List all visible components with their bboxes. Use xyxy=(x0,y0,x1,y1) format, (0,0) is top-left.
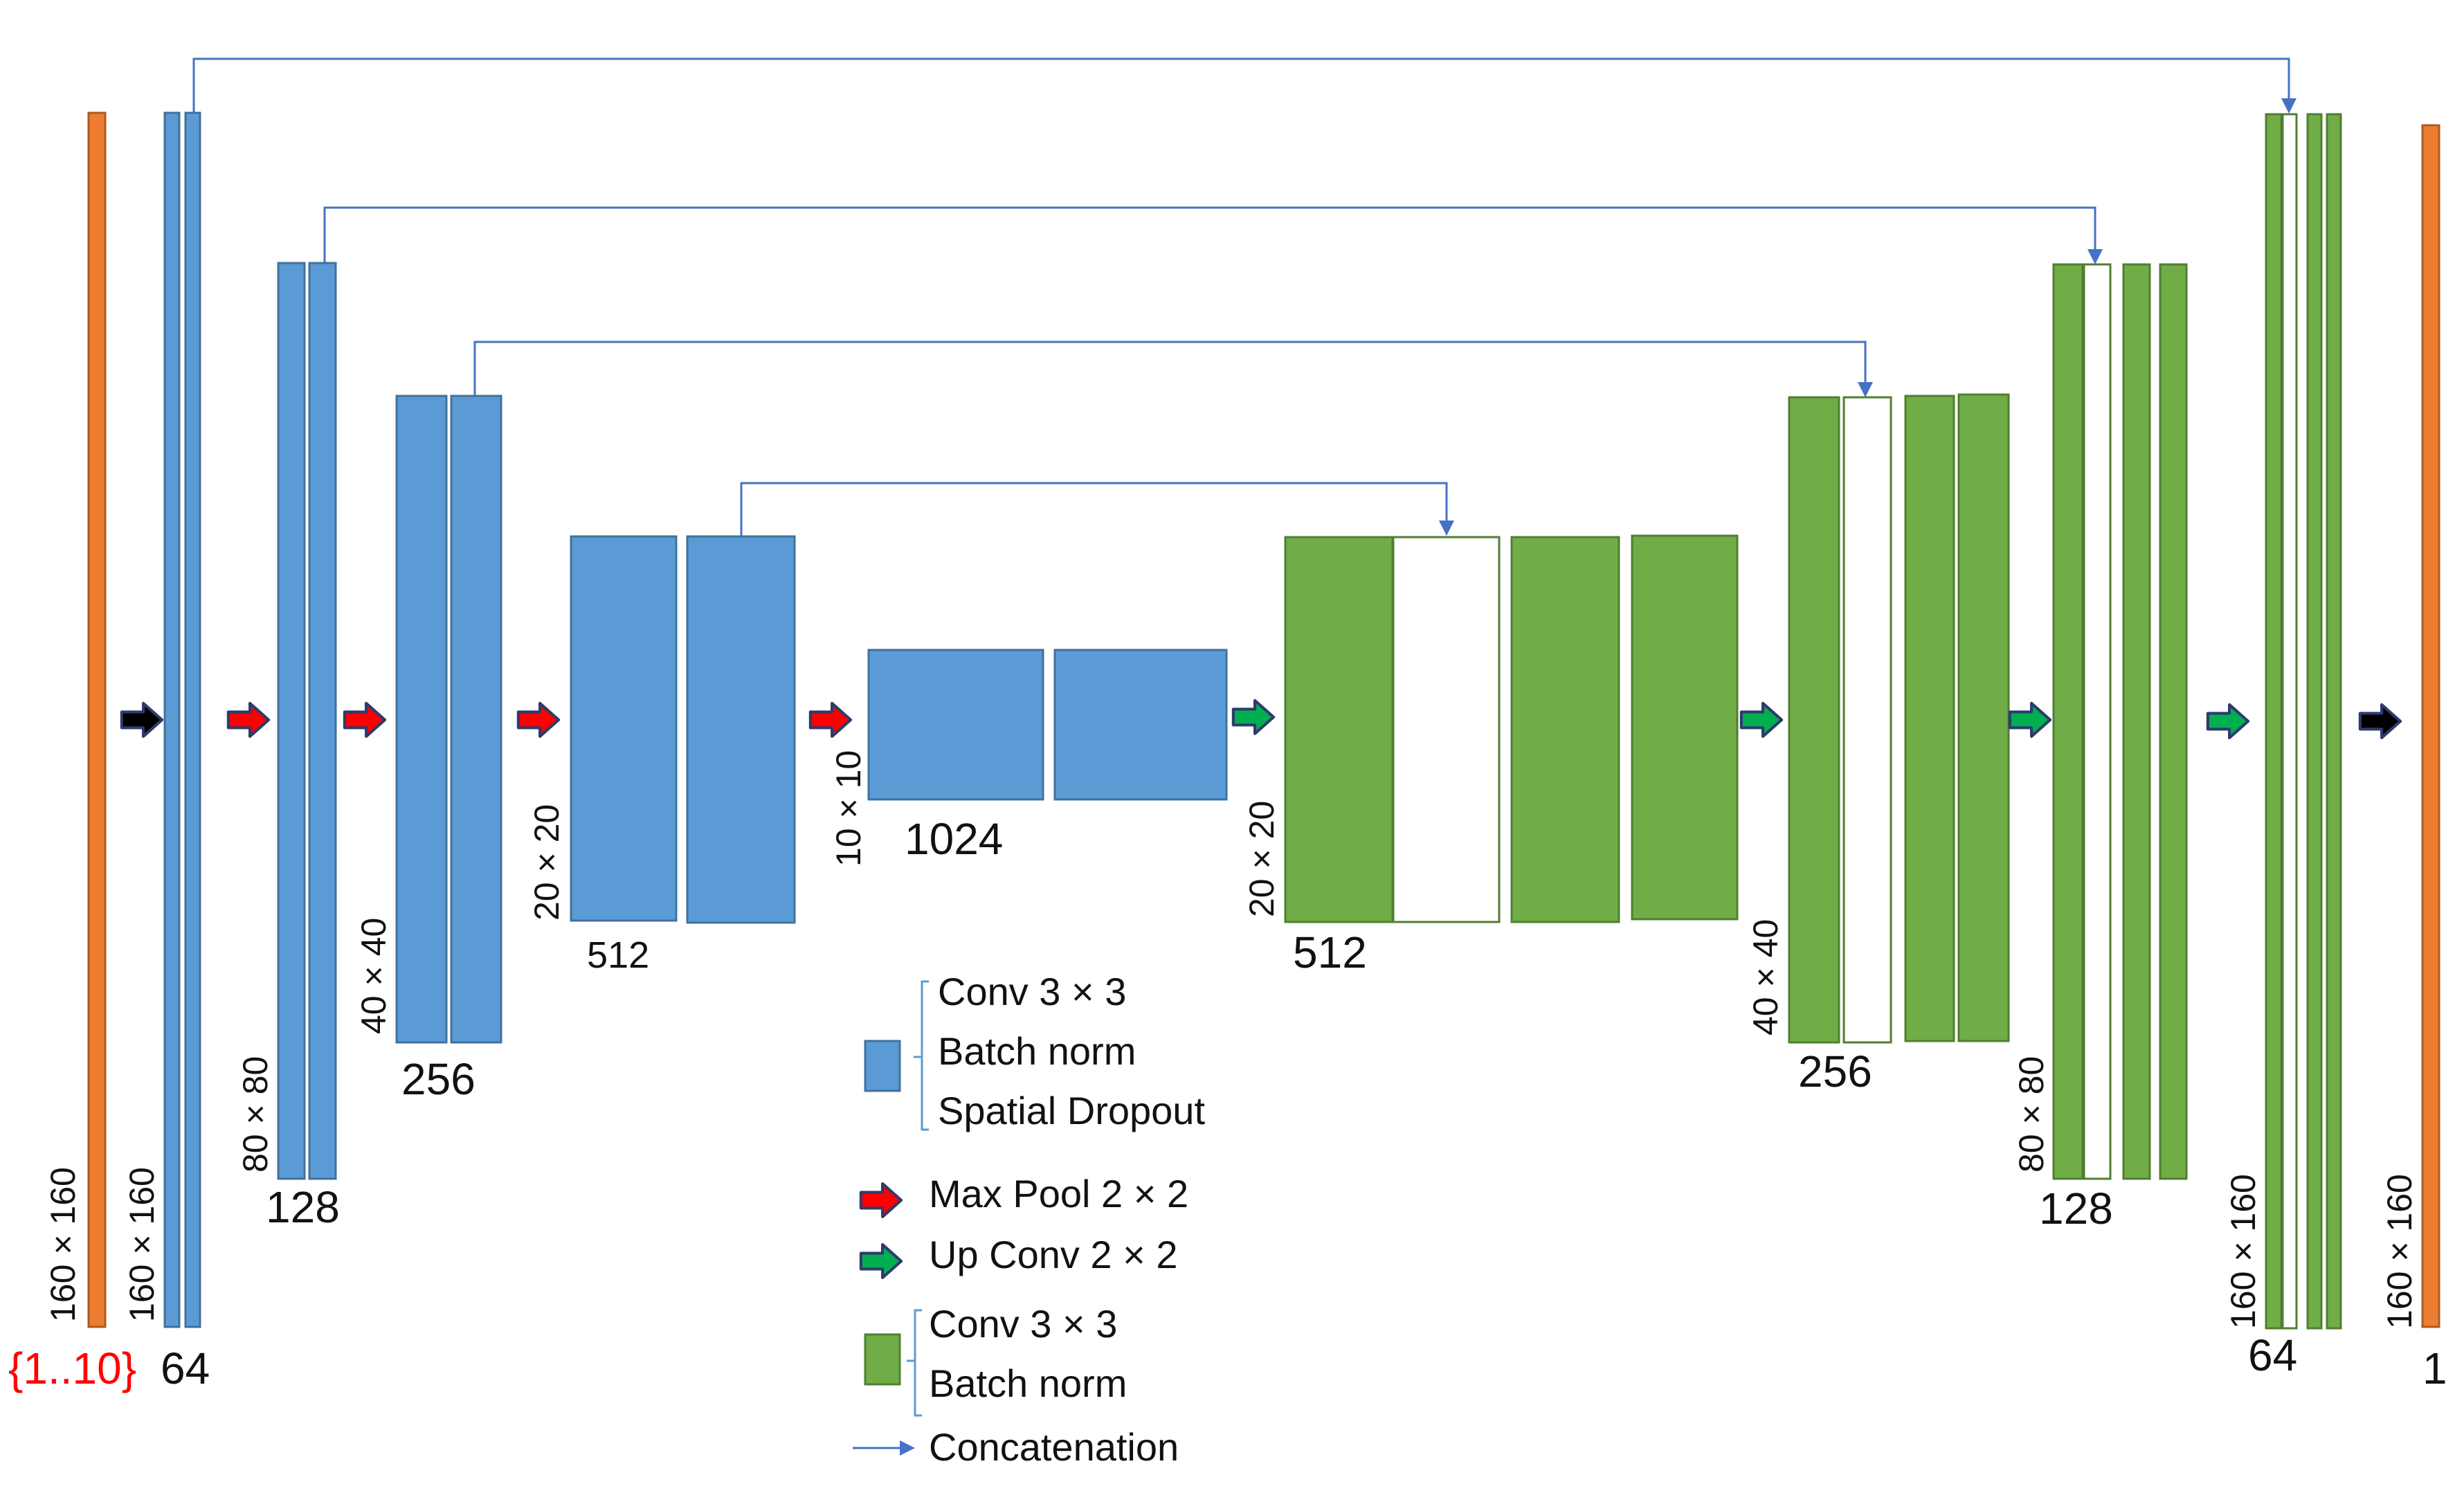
legend-max-pool-arrow-icon xyxy=(861,1184,901,1217)
dec4-size-label: 20 × 20 xyxy=(1242,801,1281,917)
dec2-concat xyxy=(2083,263,2112,1180)
skip-arrowhead-256 xyxy=(1858,382,1873,397)
dec1-upconv xyxy=(2265,113,2283,1330)
legend-blue-line-1: Conv 3 × 3 xyxy=(938,970,1126,1013)
up-conv-arrow-icon xyxy=(2208,705,2248,738)
dec2-conv-a xyxy=(2122,263,2151,1180)
enc1-size-label: 160 × 160 xyxy=(123,1167,161,1322)
encoder xyxy=(163,111,1228,1328)
skip-arrowhead-128 xyxy=(2087,249,2103,264)
dec4-conv-a xyxy=(1510,536,1620,923)
dec2-channels-label: 128 xyxy=(2039,1184,2113,1233)
max-pool-arrow-icon xyxy=(518,703,559,736)
legend-blue-line-2: Batch norm xyxy=(938,1029,1136,1073)
legend-concat-arrowhead-icon xyxy=(900,1440,915,1456)
legend-blue-swatch xyxy=(864,1040,901,1092)
enc3-conv-a xyxy=(395,395,448,1044)
enc2-channels-label: 128 xyxy=(266,1182,340,1232)
legend: Conv 3 × 3 Batch norm Spatial Dropout Ma… xyxy=(853,970,1205,1469)
legend-up-conv-label: Up Conv 2 × 2 xyxy=(929,1233,1178,1276)
output-layer xyxy=(2421,124,2440,1328)
dec4-channels-label: 512 xyxy=(1293,928,1367,977)
legend-blue-line-3: Spatial Dropout xyxy=(938,1089,1205,1132)
skip-arrowhead-64 xyxy=(2281,98,2297,114)
enc1-conv-b xyxy=(184,111,201,1328)
dec3-conv-b xyxy=(1957,393,2010,1042)
dec3-upconv xyxy=(1788,396,1840,1044)
dec2-upconv xyxy=(2052,263,2084,1180)
enc4-conv-a xyxy=(570,535,678,922)
dec2-conv-b xyxy=(2159,263,2188,1180)
up-conv-arrow-icon xyxy=(1233,700,1274,734)
dec1-conv-b xyxy=(2326,113,2342,1330)
bottleneck-size-label: 10 × 10 xyxy=(829,750,868,867)
size-labels: 160 × 160 160 × 160 80 × 80 40 × 40 20 ×… xyxy=(44,750,2419,1329)
dec1-concat xyxy=(2281,113,2298,1330)
skip-arrowhead-512 xyxy=(1439,521,1454,536)
dec2-size-label: 80 × 80 xyxy=(2012,1056,2051,1173)
enc3-conv-b xyxy=(450,395,502,1044)
enc3-channels-label: 256 xyxy=(401,1054,475,1104)
channel-labels: {1..10} 64 128 256 512 1024 512 256 128 … xyxy=(8,814,2447,1393)
legend-max-pool-label: Max Pool 2 × 2 xyxy=(929,1172,1188,1215)
output-arrow-icon xyxy=(2360,705,2400,738)
enc2-size-label: 80 × 80 xyxy=(236,1056,275,1173)
input-arrow-icon xyxy=(122,703,162,736)
input-layer xyxy=(87,111,107,1328)
decoder xyxy=(1284,113,2342,1330)
dec3-size-label: 40 × 40 xyxy=(1746,919,1785,1035)
bottleneck-conv-b xyxy=(1053,649,1228,801)
dec1-size-label: 160 × 160 xyxy=(2224,1174,2263,1329)
dec4-upconv xyxy=(1284,536,1394,923)
up-conv-arrow-icon xyxy=(1741,703,1782,736)
enc3-size-label: 40 × 40 xyxy=(354,918,393,1034)
dec4-concat xyxy=(1392,536,1501,923)
enc1-channels-label: 64 xyxy=(161,1343,210,1393)
legend-blue-brace xyxy=(914,980,929,1131)
legend-green-line-2: Batch norm xyxy=(929,1361,1127,1405)
legend-green-swatch xyxy=(864,1333,901,1386)
dec3-concat xyxy=(1842,396,1892,1044)
output-channels-label: 1 xyxy=(2422,1343,2447,1393)
skip-connections xyxy=(192,57,2297,536)
skip-line-512 xyxy=(740,482,1448,536)
input-size-label: 160 × 160 xyxy=(44,1167,82,1322)
dec3-channels-label: 256 xyxy=(1798,1047,1872,1096)
legend-up-conv-arrow-icon xyxy=(861,1245,901,1278)
dec3-conv-a xyxy=(1904,395,1955,1042)
skip-line-64 xyxy=(192,57,2290,113)
max-pool-arrow-icon xyxy=(810,703,851,736)
output-size-label: 160 × 160 xyxy=(2380,1174,2419,1329)
max-pool-arrow-icon xyxy=(228,703,269,736)
enc4-conv-b xyxy=(686,535,796,924)
legend-concat-label: Concatenation xyxy=(929,1425,1179,1469)
input-channels-label: {1..10} xyxy=(8,1343,136,1393)
bottleneck-conv-a xyxy=(867,649,1044,801)
enc2-conv-a xyxy=(277,262,306,1180)
enc4-channels-label: 512 xyxy=(587,934,649,976)
up-conv-arrow-icon xyxy=(2010,703,2050,736)
bottleneck-channels-label: 1024 xyxy=(905,814,1003,864)
skip-line-256 xyxy=(473,341,1867,396)
skip-line-128 xyxy=(323,206,2096,263)
enc4-size-label: 20 × 20 xyxy=(527,804,566,921)
legend-green-line-1: Conv 3 × 3 xyxy=(929,1302,1117,1346)
max-pool-arrow-icon xyxy=(345,703,385,736)
dec1-conv-a xyxy=(2306,113,2323,1330)
enc1-conv-a xyxy=(163,111,181,1328)
enc2-conv-b xyxy=(308,262,337,1180)
dec1-channels-label: 64 xyxy=(2248,1330,2297,1380)
legend-green-brace xyxy=(907,1309,922,1417)
dec4-conv-b xyxy=(1631,534,1739,921)
